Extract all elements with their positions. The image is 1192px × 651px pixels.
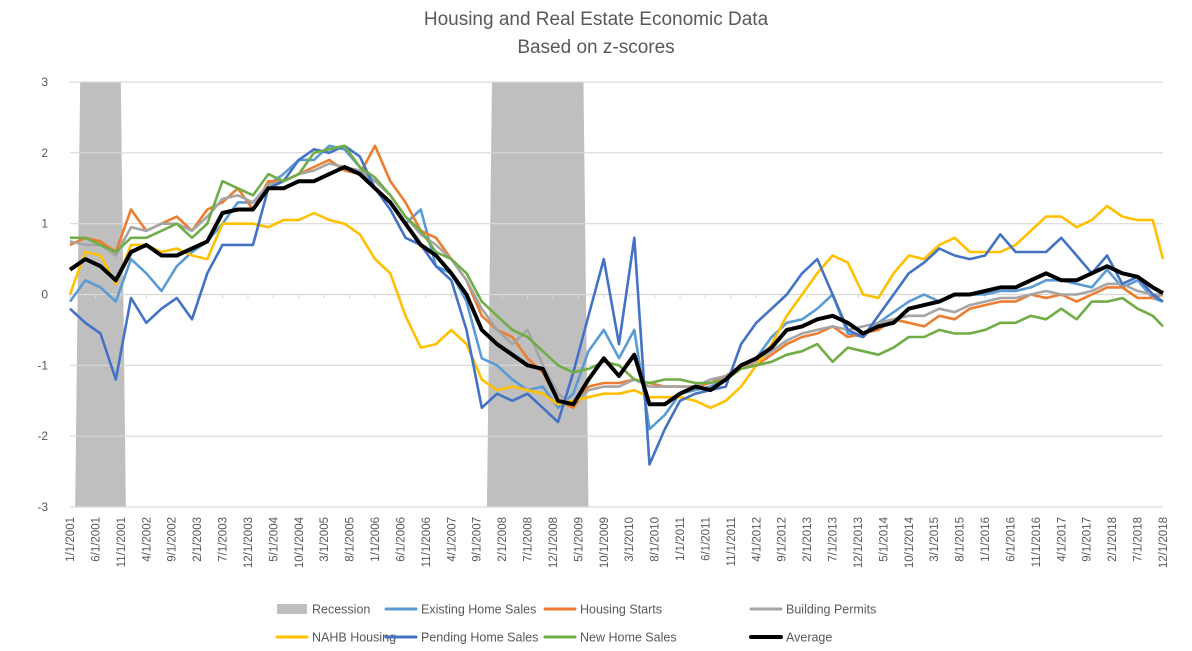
legend-label-recession: Recession: [312, 603, 370, 617]
y-tick-label: -1: [37, 358, 48, 372]
x-tick-label: 2/1/2013: [802, 517, 814, 562]
x-axis-ticks: 1/1/2001 6/1/2001 11/1/2001 4/1/2002 9/1/200…: [65, 294, 1170, 568]
x-tick-label: 5/1/2004: [268, 516, 280, 561]
x-tick-label: 11/1/2006: [421, 517, 433, 567]
x-tick-label: 11/1/2016: [1031, 517, 1043, 567]
x-tick-label: 4/1/2017: [1056, 517, 1068, 562]
y-axis-ticks: 3 2 1 0 -1 -2 -3: [37, 75, 48, 514]
x-tick-label: 2/1/2008: [497, 517, 509, 562]
y-tick-label: -3: [37, 500, 48, 514]
x-tick-label: 1/1/2006: [370, 517, 382, 562]
x-tick-label: 3/1/2005: [319, 517, 331, 562]
x-tick-label: 12/1/2018: [1158, 517, 1170, 568]
series-lines: [68, 144, 1165, 466]
x-tick-label: 8/1/2010: [650, 517, 662, 562]
series-line-building-permits: [69, 162, 1163, 406]
y-tick-label: 3: [41, 75, 48, 89]
chart-title: Housing and Real Estate Economic Data: [424, 9, 769, 30]
legend-label-average: Average: [786, 631, 832, 645]
y-tick-label: 2: [41, 146, 48, 160]
x-tick-label: 11/1/2011: [726, 517, 738, 566]
x-tick-label: 2/1/2003: [192, 517, 204, 562]
y-tick-label: 1: [41, 217, 48, 231]
x-tick-label: 12/1/2003: [243, 517, 255, 568]
legend: Recession Existing Home Sales Housing Star…: [275, 603, 876, 645]
x-tick-label: 1/1/2001: [65, 517, 77, 562]
x-tick-label: 7/1/2013: [828, 517, 840, 562]
x-tick-label: 6/1/2001: [90, 517, 102, 562]
gridlines: [70, 81, 1163, 508]
x-tick-label: 10/1/2009: [599, 517, 611, 568]
x-tick-label: 7/1/2008: [523, 517, 535, 562]
x-tick-label: 9/1/2017: [1082, 517, 1094, 562]
legend-label-new-home-sales: New Home Sales: [580, 631, 677, 645]
x-tick-label: 1/1/2011: [675, 517, 687, 561]
x-tick-label: 3/1/2015: [929, 517, 941, 562]
x-tick-label: 3/1/2010: [624, 517, 636, 562]
legend-label-pending-home-sales: Pending Home Sales: [421, 631, 538, 645]
series-line-new-home-sales: [70, 144, 1164, 385]
x-tick-label: 9/1/2012: [777, 517, 789, 562]
legend-swatch-recession: [277, 604, 307, 614]
x-tick-label: 7/1/2018: [1133, 517, 1145, 562]
series-line-nahb-housing: [68, 204, 1165, 410]
legend-label-building-permits: Building Permits: [786, 603, 876, 617]
x-tick-label: 1/1/2016: [980, 517, 992, 562]
x-tick-label: 10/1/2004: [294, 516, 306, 568]
x-tick-label: 11/1/2001: [116, 517, 128, 567]
series-line-average: [68, 165, 1164, 407]
x-tick-label: 4/1/2012: [751, 517, 763, 562]
legend-label-existing-home-sales: Existing Home Sales: [421, 603, 536, 617]
x-tick-label: 5/1/2009: [573, 517, 585, 562]
x-tick-label: 9/1/2002: [167, 517, 179, 562]
series-line-pending-home-sales: [69, 144, 1164, 466]
legend-label-housing-starts: Housing Starts: [580, 603, 662, 617]
x-tick-label: 10/1/2014: [904, 516, 916, 568]
x-tick-label: 4/1/2002: [141, 517, 153, 562]
x-tick-label: 4/1/2007: [446, 517, 458, 562]
x-tick-label: 6/1/2016: [1005, 517, 1017, 562]
x-tick-label: 6/1/2006: [395, 517, 407, 562]
x-tick-label: 5/1/2014: [878, 516, 890, 561]
x-tick-label: 12/1/2008: [548, 517, 560, 568]
legend-label-nahb-housing: NAHB Housing: [312, 631, 396, 645]
x-tick-label: 12/1/2013: [853, 517, 865, 568]
x-tick-label: 8/1/2015: [955, 517, 967, 562]
x-tick-label: 9/1/2007: [472, 517, 484, 562]
x-tick-label: 7/1/2003: [218, 517, 230, 562]
x-tick-label: 6/1/2011: [700, 517, 712, 561]
x-tick-label: 2/1/2018: [1107, 517, 1119, 562]
y-tick-label: 0: [41, 288, 48, 302]
x-tick-label: 8/1/2005: [345, 517, 357, 562]
y-tick-label: -2: [37, 429, 48, 443]
chart-subtitle: Based on z-scores: [517, 37, 674, 58]
